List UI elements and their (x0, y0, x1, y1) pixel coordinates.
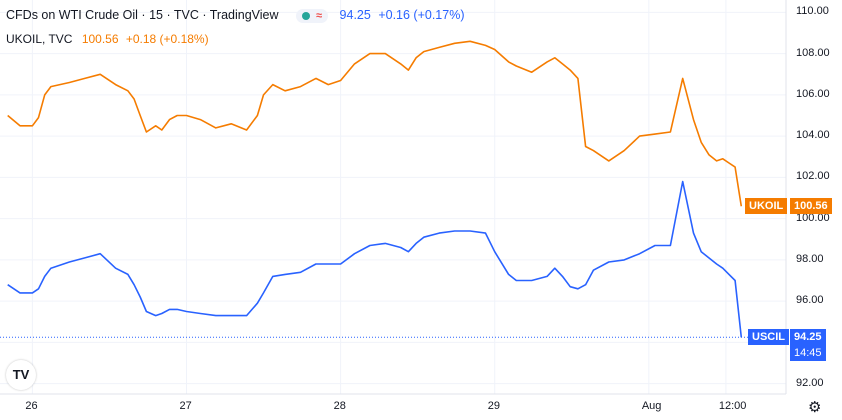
main-price-value: 94.25 (339, 8, 371, 22)
compare-price-change: +0.18 (+0.18%) (125, 32, 209, 46)
price-tick-label: 92.00 (796, 376, 824, 389)
chart-title: CFDs on WTI Crude Oil · 15 · TVC · Tradi… (6, 8, 279, 22)
time-tick-label: 27 (179, 400, 192, 412)
series-line-ukoil (7, 40, 743, 207)
compare-price-value: 100.56 (81, 32, 119, 46)
main-price-change: +0.16 (+0.17%) (378, 8, 465, 22)
uscil-countdown-tag: 14:45 (790, 345, 826, 362)
time-tick-label: Aug (641, 400, 662, 412)
uscil-price-tag: 94.25 (790, 329, 826, 346)
ukoil-symbol-tag: UKOIL (745, 198, 788, 215)
vertical-gridlines (31, 0, 727, 394)
ukoil-price-tag: 100.56 (790, 198, 832, 215)
price-tick-label: 102.00 (796, 170, 830, 183)
wave-icon: ≈ (316, 9, 323, 22)
time-tick-label: 12:00 (718, 400, 747, 412)
price-tick-label: 110.00 (796, 5, 829, 18)
time-tick-label: 29 (487, 400, 500, 412)
compare-legend[interactable]: UKOIL, TVC 100.56 +0.18 (+0.18%) (6, 32, 209, 46)
time-tick-label: 28 (333, 400, 346, 412)
price-tick-label: 98.00 (796, 252, 824, 265)
gear-icon[interactable]: ⚙ (808, 399, 822, 416)
tradingview-logo-icon[interactable]: TV (6, 360, 36, 390)
price-tick-label: 106.00 (796, 87, 830, 100)
price-tick-label: 96.00 (796, 294, 824, 307)
compare-symbol: UKOIL, TVC (6, 32, 73, 46)
main-legend[interactable]: CFDs on WTI Crude Oil · 15 · TVC · Tradi… (6, 8, 464, 23)
price-tick-label: 108.00 (796, 46, 830, 59)
horizontal-gridlines (0, 11, 786, 385)
uscil-symbol-tag: USCIL (748, 329, 789, 346)
market-open-dot-icon (302, 11, 311, 20)
series-layer (7, 40, 743, 338)
market-status-pill[interactable]: ≈ (296, 8, 329, 23)
price-tick-label: 100.00 (796, 211, 830, 224)
time-tick-label: 26 (25, 400, 38, 412)
series-line-uscil (7, 180, 743, 338)
price-tick-label: 104.00 (796, 129, 830, 142)
